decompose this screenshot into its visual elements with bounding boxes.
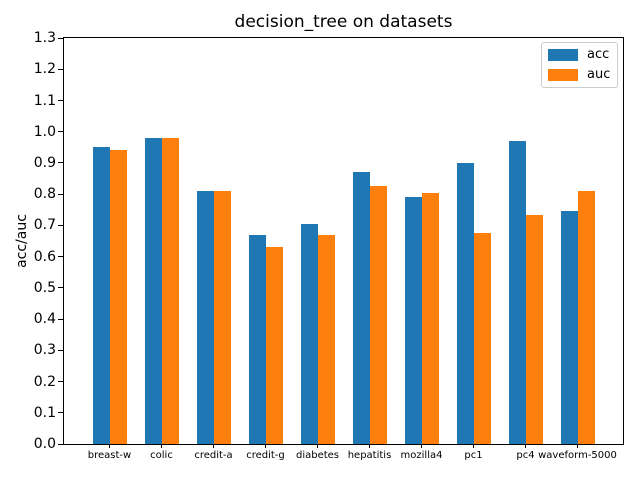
bar-acc-colic [144,137,162,444]
x-tick-mark [161,444,162,448]
y-tick-label: 1.1 [33,92,56,109]
bar-auc-colic [161,137,179,444]
y-tick-mark [58,256,63,258]
bar-auc-breast-w [109,150,127,444]
bar-acc-credit-a [196,191,214,444]
bar-auc-waveform-5000 [577,191,595,444]
bar-auc-hepatitis [369,186,387,444]
y-tick-label: 0.3 [33,342,56,359]
y-tick-label: 0.8 [33,186,56,203]
y-tick-label: 0.2 [33,373,56,390]
bar-auc-pc4 [525,214,543,444]
bar-acc-hepatitis [352,172,370,444]
x-tick-mark [421,444,422,448]
bar-acc-mozilla4 [404,197,422,444]
plot-area [63,37,624,445]
x-tick-mark [525,444,526,448]
x-tick-label: waveform-5000 [538,450,617,461]
y-tick-mark [58,443,63,445]
x-tick-label: breast-w [87,450,132,461]
y-tick-mark [58,349,63,351]
bar-auc-mozilla4 [421,192,439,444]
legend-label-acc: acc [587,47,610,62]
x-tick-label: pc4 [516,450,535,461]
y-tick-mark [58,318,63,320]
y-tick-label: 1.2 [33,61,56,78]
x-tick-mark [369,444,370,448]
x-tick-label: credit-g [246,450,285,461]
bar-auc-diabetes [317,234,335,444]
y-tick-label: 0.4 [33,311,56,328]
y-tick-label: 1.3 [33,30,56,46]
y-tick-label: 0.6 [33,248,56,265]
y-tick-mark [58,412,63,414]
legend-swatch-auc [548,69,578,81]
y-tick-label: 0.0 [33,436,56,452]
x-tick-label: credit-a [194,450,233,461]
x-tick-label: colic [150,450,173,461]
y-tick-mark [58,37,63,39]
bar-acc-breast-w [92,147,110,444]
y-tick-mark [58,287,63,289]
bar-acc-pc1 [456,162,474,444]
y-tick-mark [58,162,63,164]
chart-title: decision_tree on datasets [234,12,453,32]
y-tick-label: 0.7 [33,217,56,234]
y-tick-mark [58,68,63,70]
x-tick-label: hepatitis [347,450,392,461]
legend-entry-auc: auc [548,68,611,82]
x-tick-label: mozilla4 [400,450,443,461]
x-tick-mark [317,444,318,448]
y-tick-label: 0.1 [33,404,56,421]
y-tick-mark [58,131,63,133]
y-tick-label: 1.0 [33,123,56,140]
y-tick-label: 0.5 [33,279,56,296]
y-tick-label: 0.9 [33,154,56,171]
bar-auc-credit-a [213,191,231,444]
x-tick-label: diabetes [295,450,340,461]
x-tick-mark [473,444,474,448]
legend-label-auc: auc [587,67,611,82]
y-tick-mark [58,381,63,382]
x-tick-mark [265,444,266,448]
bar-acc-pc4 [508,141,526,444]
bar-auc-credit-g [265,247,283,444]
legend: acc auc [541,42,618,88]
bar-acc-waveform-5000 [560,211,578,444]
bar-auc-pc1 [473,233,491,444]
y-tick-mark [58,224,63,226]
legend-swatch-acc [548,49,578,61]
x-tick-mark [109,444,110,448]
x-tick-mark [213,444,214,448]
x-tick-label: pc1 [464,450,483,461]
x-tick-mark [577,444,578,448]
bar-acc-credit-g [248,234,266,444]
y-tick-mark [58,193,63,195]
legend-entry-acc: acc [548,48,611,62]
bar-acc-diabetes [300,223,318,444]
y-tick-mark [58,100,63,101]
